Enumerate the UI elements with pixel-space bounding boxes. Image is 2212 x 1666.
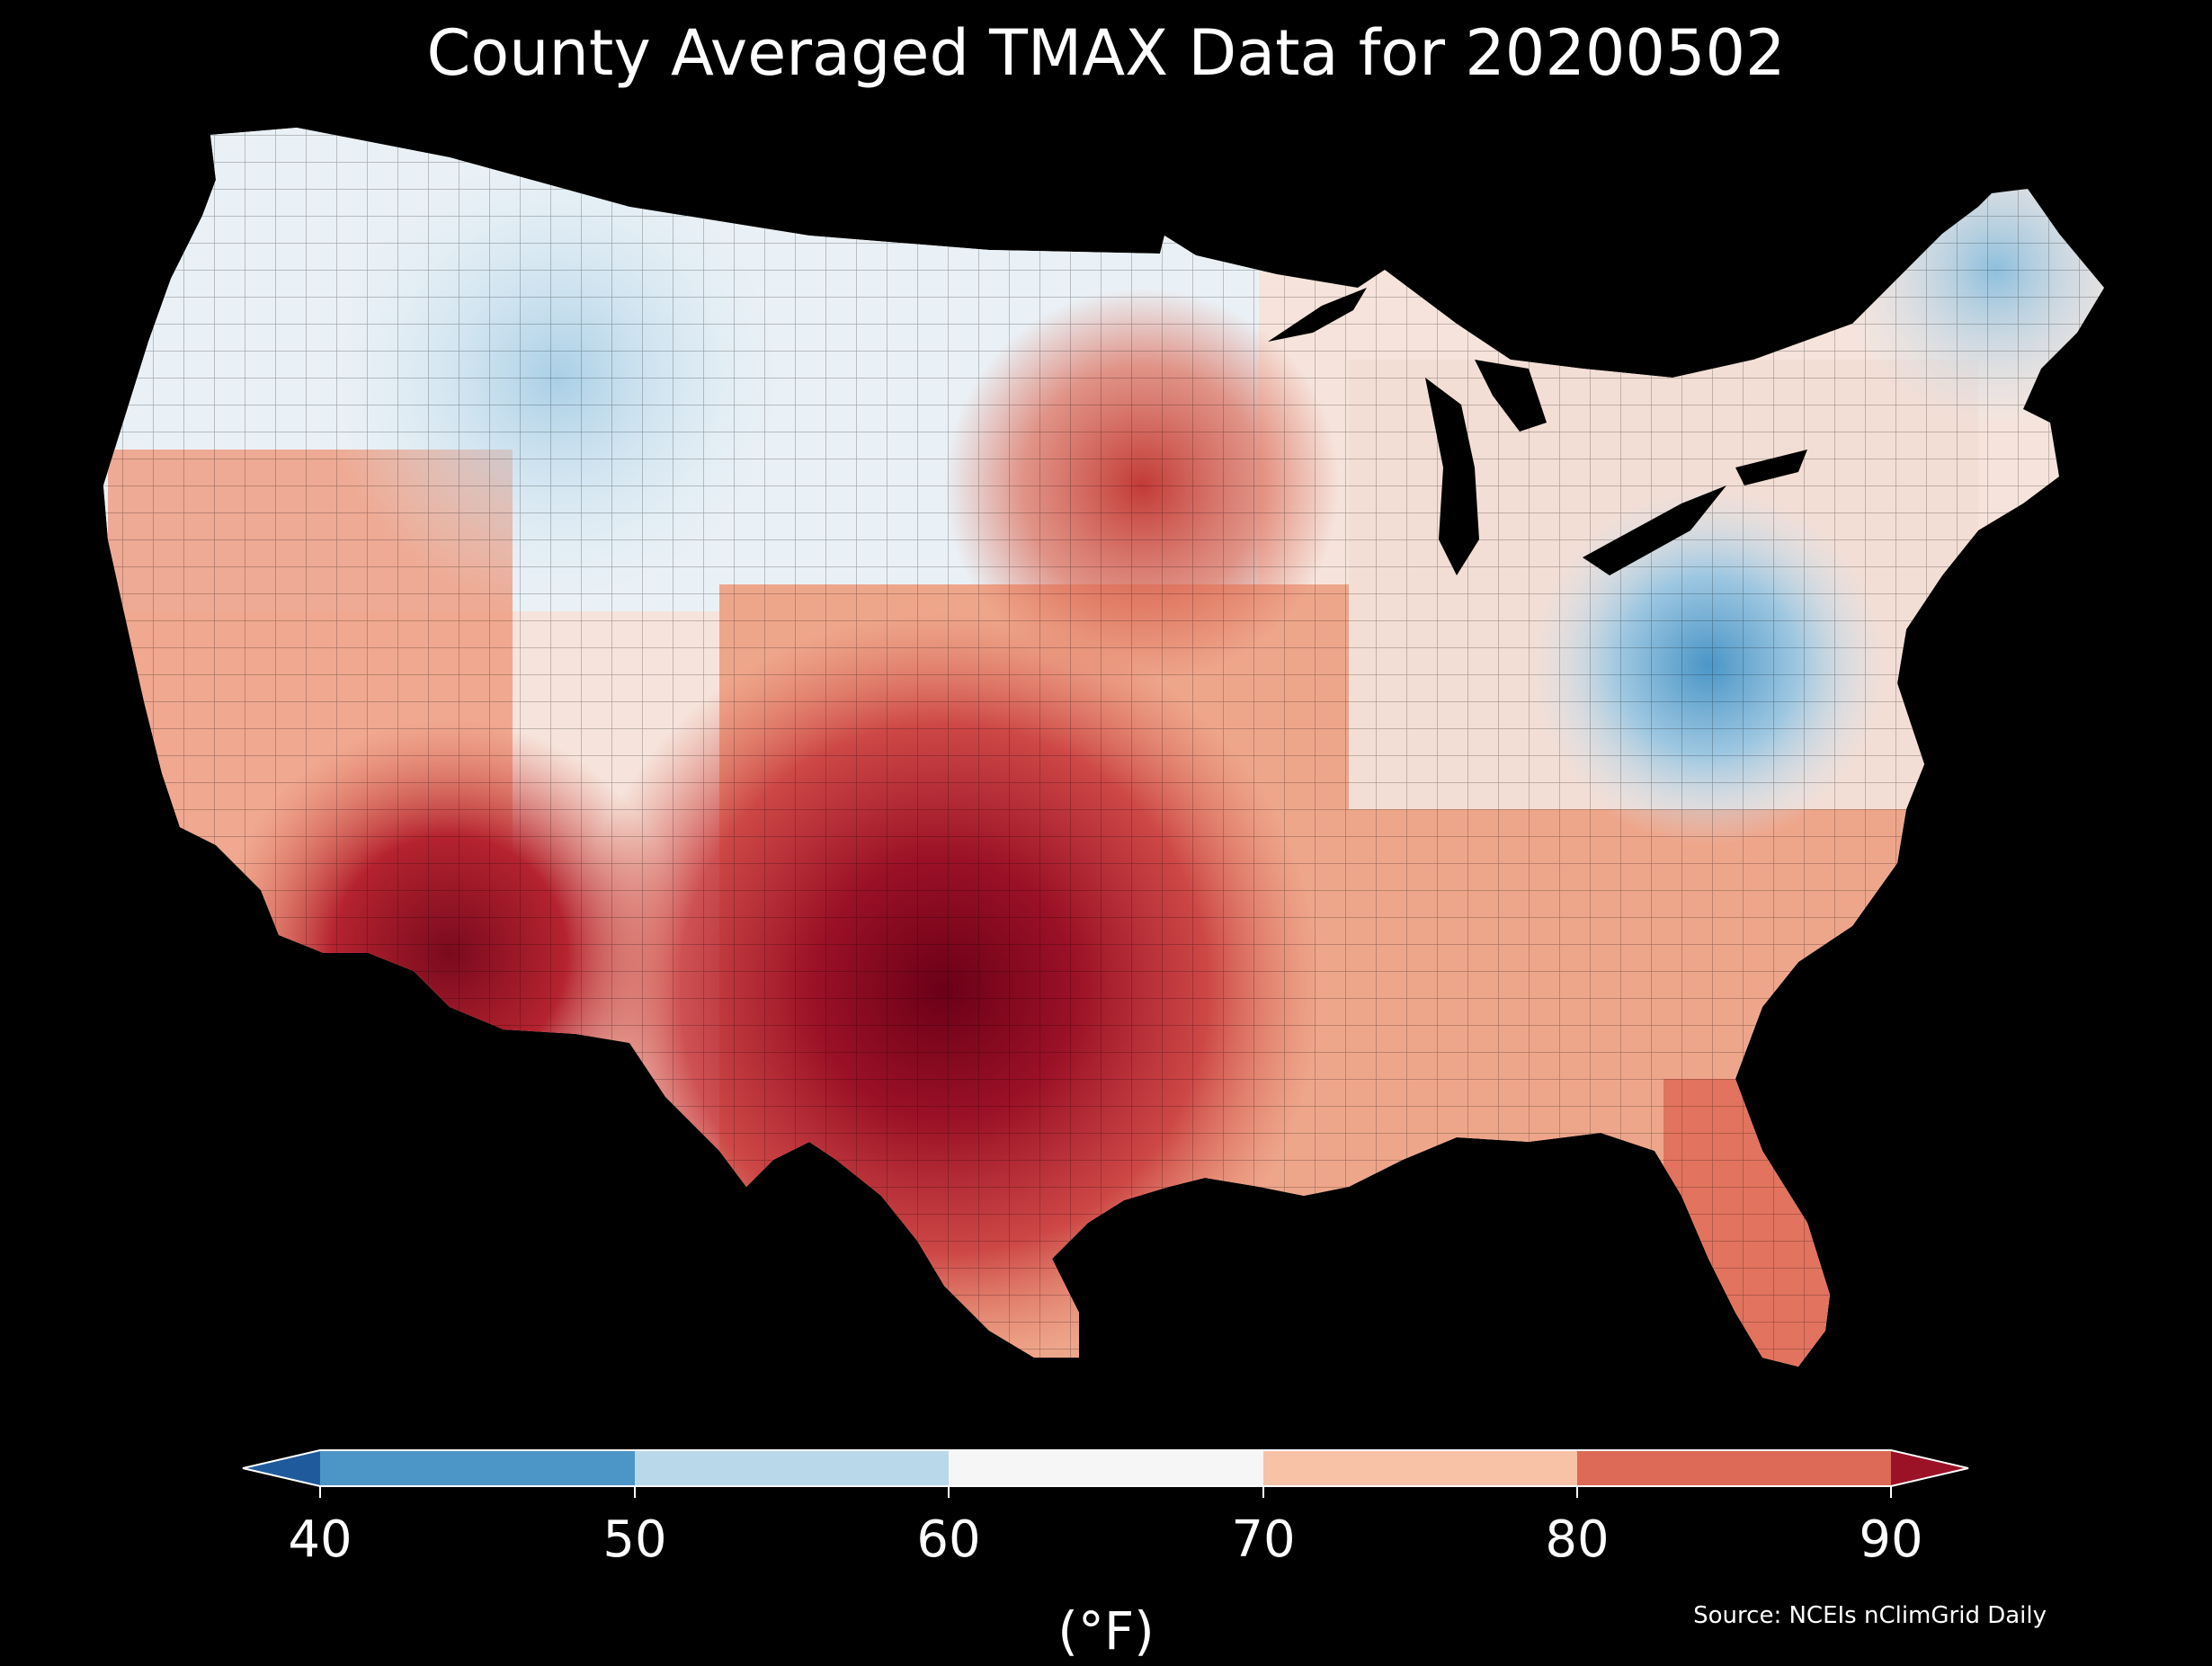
colorbar-units: (°F) [1057, 1600, 1155, 1662]
colorbar-bin-40-50 [320, 1450, 635, 1486]
colorbar-tick-40: 40 [288, 1510, 352, 1569]
colorbar-tick-50: 50 [602, 1510, 667, 1569]
colorbar-tick-90: 90 [1859, 1510, 1923, 1569]
colorbar-tick-70: 70 [1231, 1510, 1296, 1569]
colorbar-extend-low [243, 1450, 320, 1486]
map-title: County Averaged TMAX Data for 20200502 [426, 16, 1786, 90]
colorbar-tick-60: 60 [916, 1510, 981, 1569]
colorbar-bin-80-90 [1577, 1450, 1891, 1486]
colorbar-bin-50-60 [635, 1450, 949, 1486]
colorbar-extend-high [1891, 1450, 1968, 1486]
colorbar-bin-70-80 [1263, 1450, 1577, 1486]
colorbar-tick-80: 80 [1545, 1510, 1610, 1569]
source-credit: Source: NCEIs nClimGrid Daily [1693, 1602, 2047, 1629]
colorbar-bin-60-70 [949, 1450, 1263, 1486]
